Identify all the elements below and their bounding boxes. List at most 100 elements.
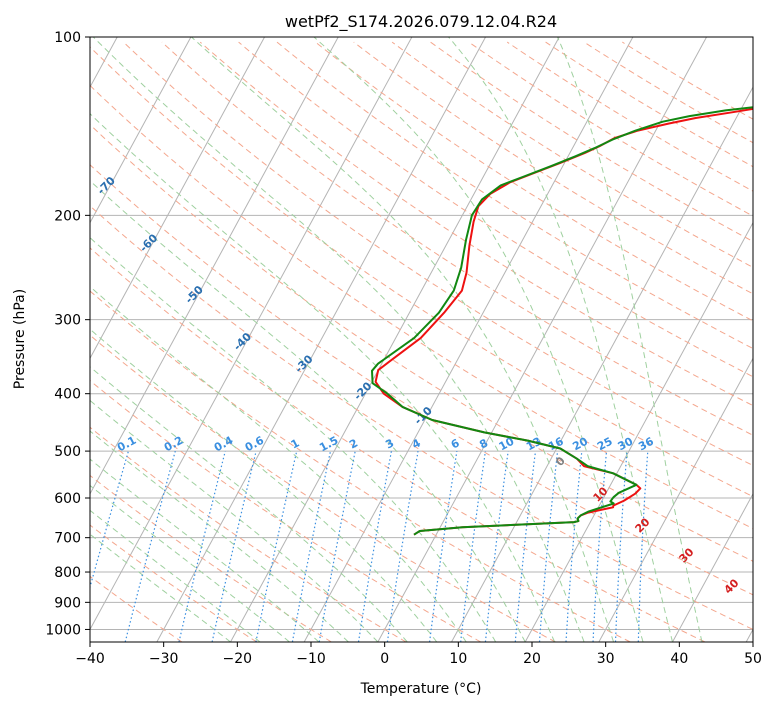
- moist-adiabat-line: [90, 533, 231, 642]
- background-lines: [90, 37, 753, 642]
- dry-adiabat-line: [90, 575, 183, 642]
- chart-title: wetPf2_S174.2026.079.12.04.R24: [285, 12, 557, 32]
- y-tick-label: 300: [54, 313, 81, 329]
- moist-adiabat-line: [90, 113, 556, 642]
- mixing-ratio-label: 20: [570, 434, 590, 453]
- moist-adiabat-line: [90, 458, 320, 642]
- theta-e-label: 20: [633, 515, 653, 535]
- dry-adiabat-line: [90, 379, 482, 642]
- x-axis: −40 −30 −20 −10 0 10 20 30 40 50: [75, 642, 762, 667]
- x-tick-label: 50: [744, 651, 762, 667]
- dry-adiabat-line: [90, 205, 753, 631]
- y-tick-label: 500: [54, 444, 81, 460]
- dry-adiabat-line: [622, 41, 753, 120]
- y-tick-label: 700: [54, 531, 81, 547]
- moist-adiabat-line: [90, 180, 526, 642]
- isotherm-line: [377, 37, 708, 642]
- dry-adiabat-line: [90, 524, 257, 642]
- y-tick-label: 900: [54, 595, 81, 611]
- isotherm-label: -80: [46, 127, 69, 150]
- moist-adiabat-line: [90, 399, 379, 642]
- theta-e-label: 40: [722, 576, 742, 596]
- dry-adiabat-line: [199, 41, 753, 407]
- x-axis-label: Temperature (°C): [360, 681, 482, 697]
- x-tick-label: −20: [223, 651, 253, 667]
- mixing-ratio-line: [211, 450, 257, 642]
- plot-frame: [89, 36, 754, 643]
- dry-adiabat-line: [90, 46, 753, 498]
- x-tick-label: −40: [75, 651, 105, 667]
- moist-adiabat-line: [448, 37, 673, 642]
- y-tick-label: 1000: [45, 622, 81, 638]
- theta-e-label: 30: [677, 545, 697, 565]
- moist-adiabat-line: [90, 286, 467, 642]
- isotherm-line: [745, 628, 753, 642]
- x-tick-label: 20: [523, 651, 541, 667]
- isotherm-line: [598, 357, 753, 642]
- moist-adiabat-line: [90, 509, 261, 642]
- mixing-ratio-line: [90, 450, 129, 590]
- dry-adiabat-line: [90, 84, 753, 530]
- isotherm-line: [230, 37, 560, 642]
- moist-adiabat-line: [557, 37, 703, 642]
- mixing-ratio-line: [124, 450, 176, 642]
- x-tick-label: −10: [296, 651, 326, 667]
- moist-adiabat-line: [90, 484, 290, 642]
- mixing-ratio-line: [429, 451, 458, 642]
- mixing-ratio-line: [255, 450, 298, 642]
- isotherm-line: [524, 221, 753, 642]
- isotherm-line: [156, 37, 487, 642]
- moist-adiabat-line: [90, 237, 497, 642]
- mixing-ratio-label: 13: [524, 435, 544, 454]
- dry-adiabat-line: [430, 41, 753, 243]
- moist-adiabat-line: [191, 37, 615, 642]
- mixing-ratio-line: [460, 451, 486, 642]
- dry-adiabat-line: [238, 41, 753, 378]
- dry-adiabat-line: [90, 290, 631, 642]
- mixing-ratio-label: 36: [636, 435, 656, 454]
- x-tick-label: 30: [597, 651, 615, 667]
- mixing-ratio-line: [538, 451, 559, 642]
- mixing-ratio-line: [514, 451, 537, 642]
- moist-adiabat-line: [90, 366, 408, 642]
- dry-adiabat-line: [315, 41, 753, 322]
- x-tick-label: 10: [449, 651, 467, 667]
- mixing-ratio-line: [386, 451, 419, 642]
- mixing-ratio-label: 4: [410, 436, 423, 451]
- y-tick-label: 100: [54, 30, 81, 46]
- mixing-ratio-line: [178, 450, 226, 642]
- mixing-ratio-line: [565, 451, 583, 642]
- y-tick-label: 800: [54, 565, 81, 581]
- mixing-ratio-label: 1: [289, 436, 302, 451]
- mixing-ratio-label: 10: [497, 435, 517, 454]
- theta-e-label: 10: [591, 484, 611, 504]
- moist-adiabat-line: [90, 328, 438, 642]
- dry-adiabat-line: [90, 247, 706, 642]
- mixing-ratio-line: [484, 451, 509, 642]
- isotherm-label: -90: [0, 80, 22, 103]
- isotherm-line: [451, 86, 753, 642]
- moist-adiabat-line: [92, 37, 585, 642]
- isopleth-labels: 0.10.20.40.611.52346810131620253036-100-…: [0, 80, 742, 597]
- dewpoint-profile-line: [371, 106, 753, 536]
- isotherm-line: [672, 492, 753, 642]
- dry-adiabat-line: [90, 164, 753, 596]
- x-tick-label: −30: [149, 651, 179, 667]
- dry-adiabat-line: [90, 474, 332, 642]
- isotherm-line: [90, 37, 192, 224]
- mixing-ratio-label: 30: [616, 434, 636, 453]
- mixing-ratio-label: 2: [347, 436, 360, 451]
- profile-series: [371, 106, 753, 536]
- dry-adiabat-line: [123, 41, 753, 467]
- mixing-ratio-label: 25: [595, 435, 615, 454]
- isotherm-line: [90, 37, 339, 495]
- dry-adiabat-line: [353, 41, 753, 295]
- x-tick-label: 40: [670, 651, 688, 667]
- moist-adiabat-line: [313, 37, 644, 642]
- y-tick-label: 400: [54, 387, 81, 403]
- isotherm-line: [90, 37, 413, 631]
- dry-adiabat-line: [90, 123, 753, 562]
- isotherm-line: [90, 37, 266, 360]
- mixing-ratio-label: 6: [449, 436, 462, 451]
